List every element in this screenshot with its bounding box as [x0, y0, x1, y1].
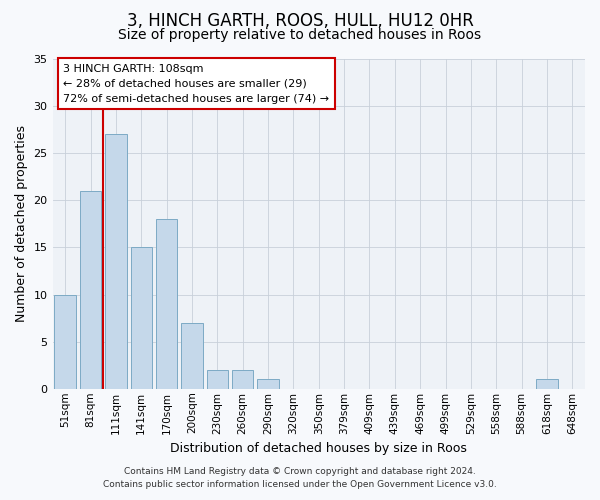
Bar [536, 380, 558, 389]
Bar [55, 294, 76, 389]
Bar [80, 191, 101, 389]
Bar [232, 370, 253, 389]
Text: Contains HM Land Registry data © Crown copyright and database right 2024.
Contai: Contains HM Land Registry data © Crown c… [103, 468, 497, 489]
Bar [131, 248, 152, 389]
Bar [257, 380, 279, 389]
X-axis label: Distribution of detached houses by size in Roos: Distribution of detached houses by size … [170, 442, 467, 455]
Text: 3, HINCH GARTH, ROOS, HULL, HU12 0HR: 3, HINCH GARTH, ROOS, HULL, HU12 0HR [127, 12, 473, 30]
Text: Size of property relative to detached houses in Roos: Size of property relative to detached ho… [118, 28, 482, 42]
Y-axis label: Number of detached properties: Number of detached properties [15, 126, 28, 322]
Bar [181, 323, 203, 389]
Text: 3 HINCH GARTH: 108sqm
← 28% of detached houses are smaller (29)
72% of semi-deta: 3 HINCH GARTH: 108sqm ← 28% of detached … [63, 64, 329, 104]
Bar [105, 134, 127, 389]
Bar [156, 219, 178, 389]
Bar [206, 370, 228, 389]
